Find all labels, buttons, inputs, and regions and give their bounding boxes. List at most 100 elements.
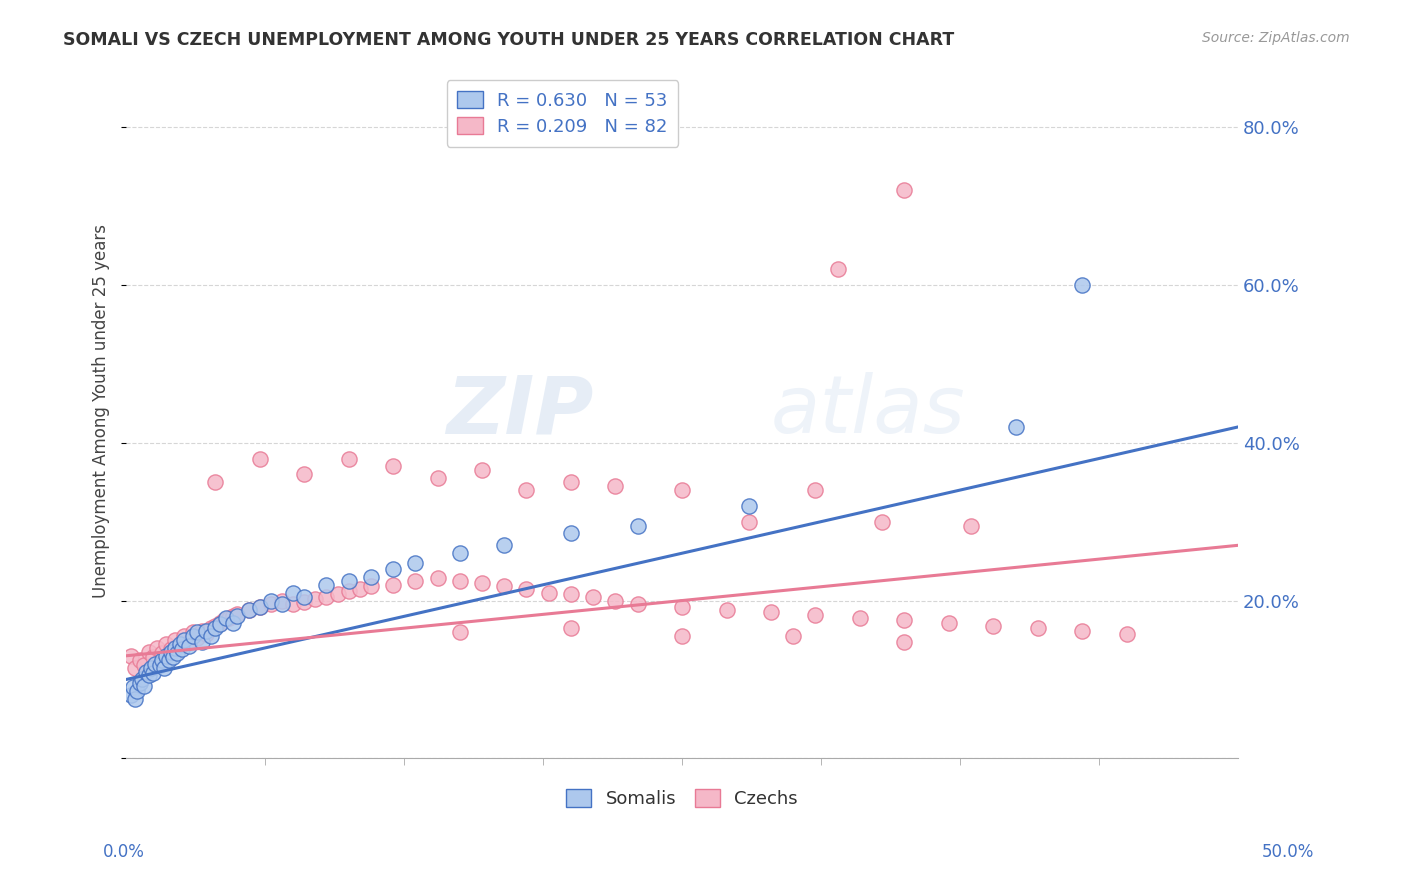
Point (893, 183, 915, 197)
Point (169, 639, 191, 653)
Point (738, 499, 761, 513)
Text: SOMALI VS CZECH UNEMPLOYMENT AMONG YOUTH UNDER 25 YEARS CORRELATION CHART: SOMALI VS CZECH UNEMPLOYMENT AMONG YOUTH… (63, 31, 955, 49)
Point (153, 660, 176, 674)
Point (515, 582, 537, 596)
Point (893, 613, 915, 627)
Point (195, 624, 218, 638)
Point (605, 593, 627, 607)
Point (249, 599, 271, 614)
Point (177, 640, 200, 654)
Point (960, 518, 983, 533)
Point (226, 607, 249, 621)
Point (471, 576, 494, 591)
Point (120, 688, 142, 702)
Point (238, 603, 260, 617)
Point (1026, 621, 1049, 635)
Point (671, 599, 693, 614)
Point (981, 619, 1004, 633)
Point (186, 625, 208, 640)
Point (169, 637, 191, 651)
Point (582, 590, 605, 604)
Point (426, 471, 449, 485)
Point (191, 634, 214, 648)
Point (155, 637, 177, 651)
Point (128, 676, 150, 690)
Point (281, 585, 304, 599)
Point (627, 518, 650, 533)
Point (1115, 626, 1137, 640)
Point (191, 624, 214, 638)
Point (177, 634, 200, 648)
Point (139, 660, 162, 674)
Point (360, 570, 382, 584)
Point (404, 574, 426, 588)
Point (260, 593, 283, 607)
Point (938, 615, 960, 630)
Point (292, 467, 315, 482)
Point (135, 665, 157, 679)
Point (560, 587, 582, 601)
Point (292, 590, 315, 604)
Point (149, 658, 172, 673)
Point (671, 629, 693, 643)
Point (142, 666, 165, 681)
Point (560, 475, 582, 490)
Point (849, 611, 872, 625)
Point (759, 606, 782, 620)
Point (159, 645, 181, 659)
Point (271, 593, 294, 607)
Text: Source: ZipAtlas.com: Source: ZipAtlas.com (1202, 31, 1350, 45)
Point (426, 571, 449, 585)
Point (155, 648, 177, 663)
Point (315, 578, 337, 592)
Point (449, 625, 471, 640)
Point (124, 660, 146, 674)
Point (449, 546, 471, 560)
Point (627, 598, 650, 612)
Point (181, 629, 204, 643)
Point (222, 615, 245, 630)
Text: 50.0%: 50.0% (1263, 843, 1315, 861)
Point (605, 479, 627, 493)
Point (382, 562, 405, 576)
Point (271, 598, 294, 612)
Point (204, 621, 226, 635)
Point (127, 684, 149, 698)
Point (782, 629, 804, 643)
Point (150, 647, 173, 661)
Point (804, 483, 827, 497)
Point (494, 538, 516, 552)
Point (173, 629, 195, 643)
Point (122, 681, 145, 695)
Point (260, 597, 283, 611)
Point (671, 483, 693, 497)
Point (142, 650, 165, 665)
Point (515, 483, 537, 497)
Point (195, 627, 218, 641)
Point (870, 515, 893, 529)
Point (124, 692, 146, 706)
Point (337, 574, 360, 588)
Point (132, 658, 155, 673)
Point (212, 613, 235, 627)
Point (157, 653, 180, 667)
Point (337, 584, 360, 599)
Point (738, 515, 761, 529)
Point (159, 642, 181, 657)
Point (337, 451, 360, 466)
Point (204, 475, 226, 490)
Point (1071, 277, 1094, 292)
Point (132, 679, 155, 693)
Point (1071, 624, 1094, 638)
Point (238, 603, 260, 617)
Point (138, 668, 160, 682)
Point (827, 262, 849, 277)
Point (537, 585, 560, 599)
Point (166, 647, 188, 661)
Text: atlas: atlas (770, 372, 966, 450)
Point (150, 653, 173, 667)
Point (382, 578, 405, 592)
Point (249, 451, 271, 466)
Point (170, 642, 193, 657)
Point (162, 650, 184, 665)
